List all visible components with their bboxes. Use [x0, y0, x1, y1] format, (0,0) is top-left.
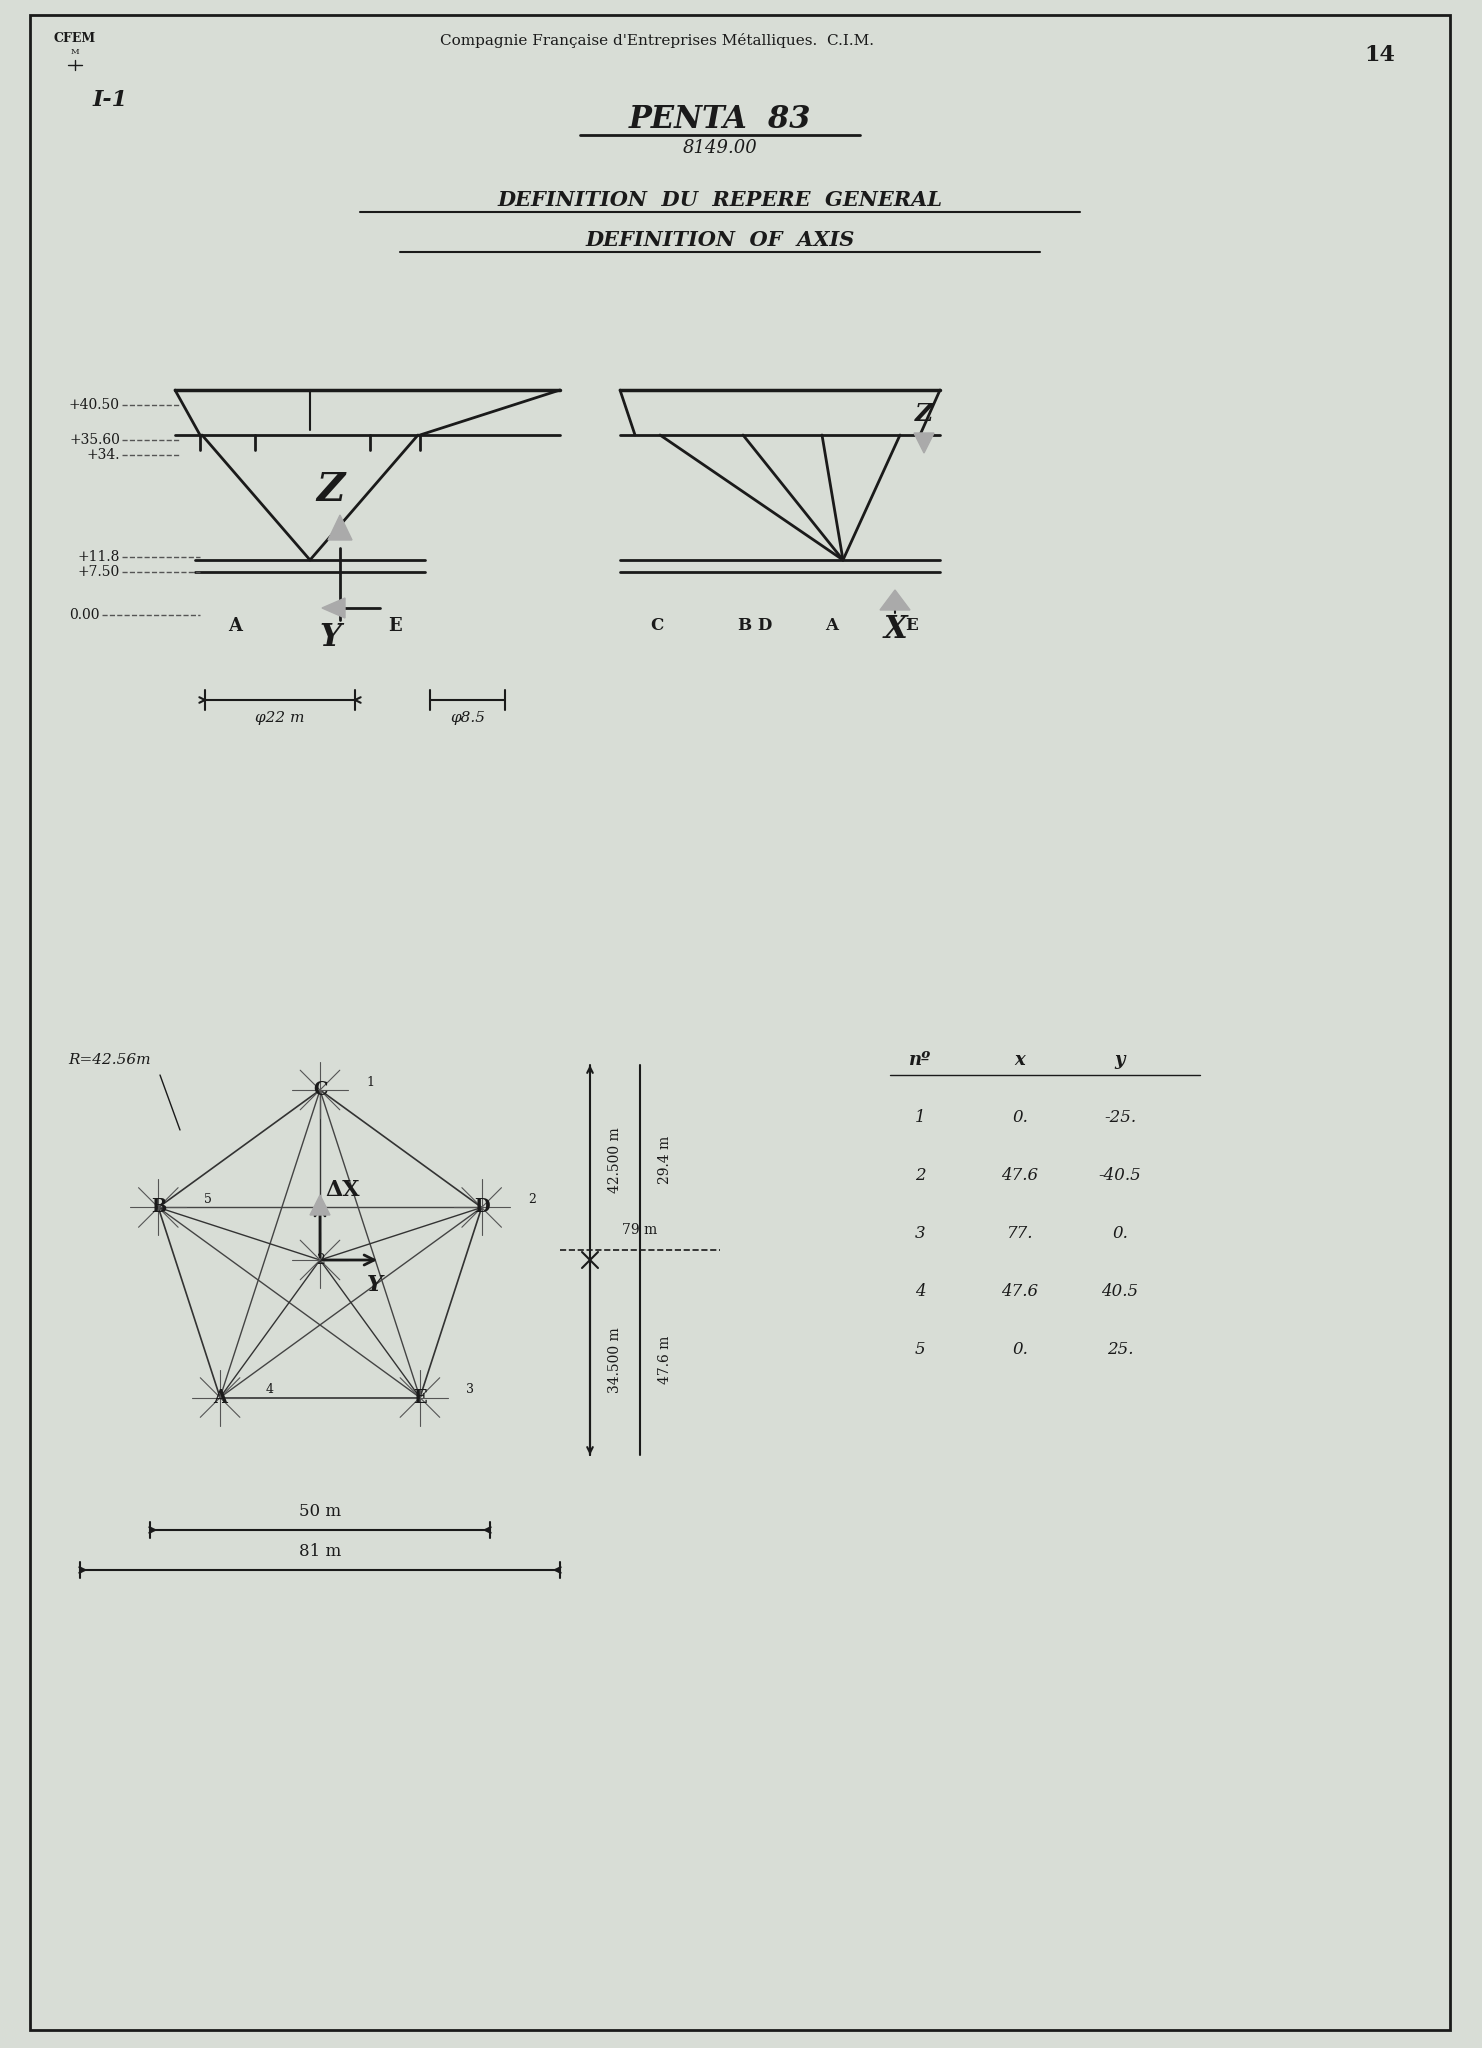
Bar	[874, 451, 920, 612]
Text: 8149.00: 8149.00	[683, 139, 757, 158]
Text: 2: 2	[316, 1253, 325, 1268]
FancyBboxPatch shape	[867, 604, 957, 647]
Text: R=42.56m: R=42.56m	[68, 1053, 151, 1067]
Text: +40.50: +40.50	[70, 397, 120, 412]
Text: E: E	[388, 616, 402, 635]
Polygon shape	[328, 514, 353, 541]
FancyBboxPatch shape	[702, 604, 808, 647]
Bar	[717, 451, 768, 612]
Text: 4: 4	[914, 1284, 925, 1300]
Text: 25.: 25.	[1107, 1341, 1134, 1358]
Text: y: y	[1114, 1051, 1125, 1069]
Text: 1: 1	[366, 1075, 373, 1087]
Text: 3: 3	[465, 1382, 474, 1397]
Bar	[370, 451, 419, 612]
Text: E: E	[413, 1389, 427, 1407]
Text: 2: 2	[914, 1167, 925, 1184]
Text: +11.8: +11.8	[77, 551, 120, 563]
Text: 29.4 m: 29.4 m	[658, 1137, 671, 1184]
Text: E: E	[906, 618, 919, 635]
Text: I-1: I-1	[92, 88, 127, 111]
Polygon shape	[914, 432, 934, 453]
Text: DEFINITION  OF  AXIS: DEFINITION OF AXIS	[585, 229, 855, 250]
Text: 14: 14	[1365, 43, 1396, 66]
Text: 79 m: 79 m	[622, 1223, 658, 1237]
Text: ΔX: ΔX	[325, 1180, 360, 1200]
FancyBboxPatch shape	[187, 604, 283, 647]
Text: B: B	[151, 1198, 166, 1217]
Bar	[634, 451, 685, 612]
Text: +35.60: +35.60	[70, 432, 120, 446]
Text: Compagnie Française d'Entreprises Métalliques.  C.I.M.: Compagnie Française d'Entreprises Métall…	[440, 33, 874, 47]
Text: Y: Y	[368, 1274, 382, 1296]
Bar	[200, 451, 255, 612]
Text: B D: B D	[738, 618, 772, 635]
Text: C: C	[651, 618, 664, 635]
Text: D: D	[474, 1198, 489, 1217]
Text: -25.: -25.	[1104, 1110, 1137, 1126]
Text: 47.6 m: 47.6 m	[658, 1335, 671, 1384]
Text: φ8.5: φ8.5	[451, 711, 486, 725]
Text: 5: 5	[914, 1341, 925, 1358]
Text: M: M	[71, 47, 80, 55]
Text: 4: 4	[267, 1382, 274, 1397]
Text: 0.: 0.	[1112, 1225, 1128, 1243]
Polygon shape	[880, 590, 910, 610]
Text: x: x	[1015, 1051, 1026, 1069]
Text: 5: 5	[205, 1194, 212, 1206]
Text: 0.00: 0.00	[70, 608, 99, 623]
Text: 3: 3	[914, 1225, 925, 1243]
Text: 42.500 m: 42.500 m	[608, 1126, 622, 1192]
Text: 34.500 m: 34.500 m	[608, 1327, 622, 1393]
Text: -40.5: -40.5	[1098, 1167, 1141, 1184]
Text: nº: nº	[908, 1051, 931, 1069]
Text: 47.6: 47.6	[1002, 1284, 1039, 1300]
Polygon shape	[310, 1194, 330, 1214]
Text: Y: Y	[319, 623, 341, 653]
Text: Z: Z	[914, 401, 934, 426]
Text: A: A	[228, 616, 242, 635]
Text: Z: Z	[316, 471, 344, 510]
Text: 47.6: 47.6	[1002, 1167, 1039, 1184]
FancyBboxPatch shape	[612, 604, 702, 647]
Text: CFEM: CFEM	[53, 31, 96, 45]
Polygon shape	[322, 598, 345, 618]
Text: +7.50: +7.50	[77, 565, 120, 580]
Text: φ22 m: φ22 m	[255, 711, 305, 725]
Bar	[800, 451, 845, 612]
Text: +34.: +34.	[86, 449, 120, 463]
Bar	[906, 395, 943, 432]
Text: DEFINITION  DU  REPERE  GENERAL: DEFINITION DU REPERE GENERAL	[498, 190, 943, 211]
Text: C: C	[313, 1081, 328, 1100]
Text: A: A	[825, 618, 839, 635]
Text: 81 m: 81 m	[299, 1544, 341, 1561]
Text: 77.: 77.	[1006, 1225, 1033, 1243]
FancyBboxPatch shape	[787, 604, 877, 647]
Text: A: A	[213, 1389, 227, 1407]
Text: PENTA  83: PENTA 83	[628, 104, 811, 135]
Text: 50 m: 50 m	[299, 1503, 341, 1520]
Text: 0.: 0.	[1012, 1110, 1029, 1126]
Text: 0.: 0.	[1012, 1341, 1029, 1358]
FancyBboxPatch shape	[347, 604, 443, 647]
Text: 40.5: 40.5	[1101, 1284, 1138, 1300]
Text: X: X	[883, 614, 907, 645]
Text: 2: 2	[528, 1194, 535, 1206]
Text: 1: 1	[914, 1110, 925, 1126]
